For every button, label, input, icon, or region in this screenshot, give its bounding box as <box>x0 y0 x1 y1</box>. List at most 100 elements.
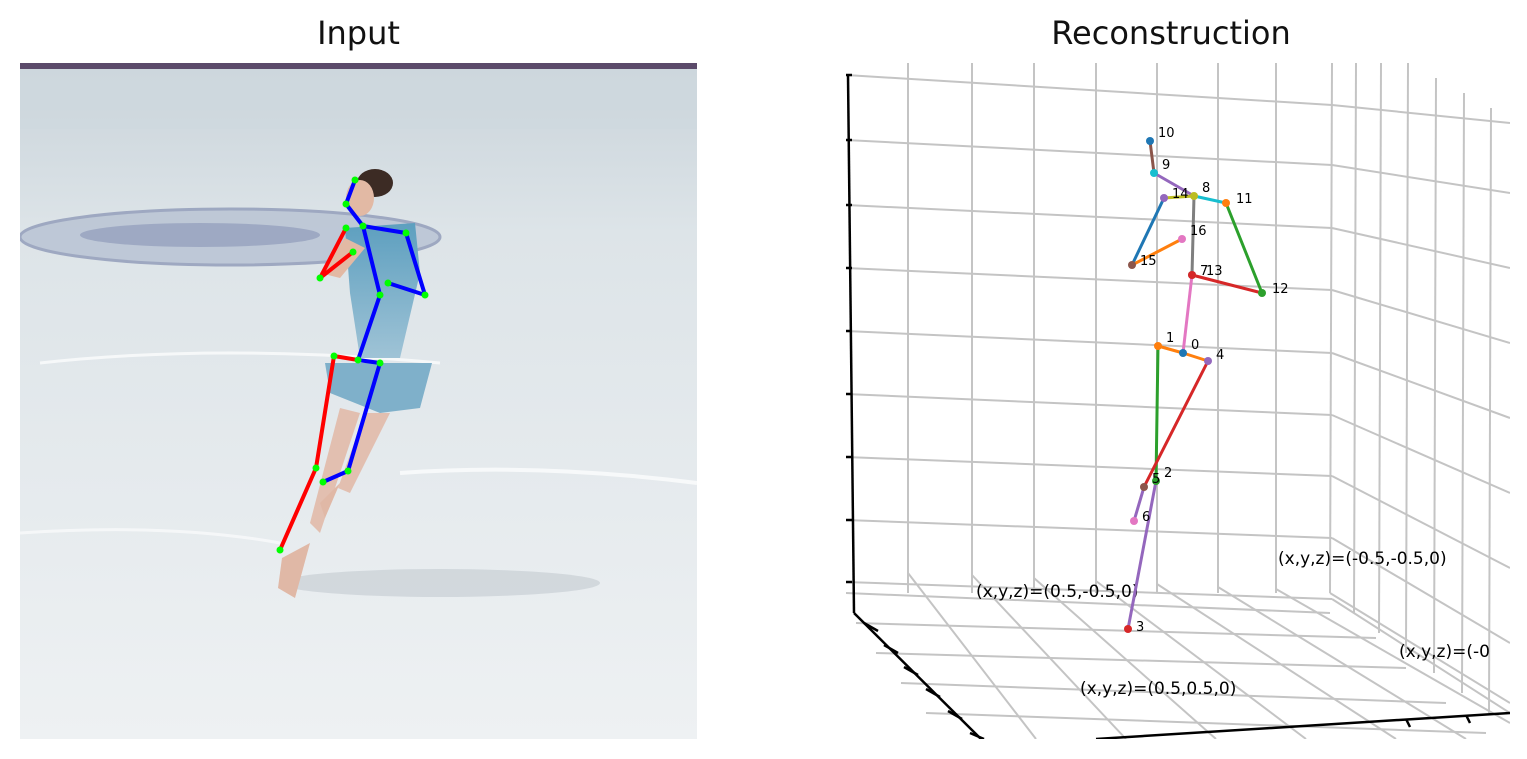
top-border-strip <box>20 63 697 69</box>
bone-4-5 <box>1142 359 1210 489</box>
joint-0 <box>1179 349 1187 357</box>
bone-neck <box>344 202 365 228</box>
input-image-canvas <box>20 63 697 739</box>
joint-label-0: 0 <box>1191 338 1199 353</box>
joint-15 <box>1128 261 1136 269</box>
bone-1-2 <box>1154 344 1160 483</box>
axes <box>846 74 1510 739</box>
joint-5 <box>1140 483 1148 491</box>
joint-label-15: 15 <box>1140 254 1157 269</box>
bone-12-13 <box>1190 273 1264 295</box>
bone-9-10 <box>1148 139 1156 175</box>
grid-right-wall <box>1331 63 1510 714</box>
bone-torso-upper <box>361 224 382 297</box>
joint-8 <box>1190 192 1198 200</box>
reconstruction-plot: (x,y,z)=(0.5,-0.5,0) (x,y,z)=(-0.5,-0.5,… <box>846 63 1510 739</box>
keypoint <box>402 229 410 237</box>
joint-label-3: 3 <box>1136 620 1144 635</box>
joint-6 <box>1130 517 1138 525</box>
rink-logo-inner <box>80 223 320 247</box>
joint-label-11: 11 <box>1236 192 1253 207</box>
bone-14-15 <box>1130 196 1166 267</box>
bone-torso-lower <box>356 293 382 362</box>
bone-0-4 <box>1181 351 1210 363</box>
joint-label-14: 14 <box>1172 187 1189 202</box>
x-axis-ticks <box>863 621 985 739</box>
joint-label-12: 12 <box>1272 282 1289 297</box>
bone-right-shin <box>321 469 350 484</box>
keypoint <box>349 248 357 256</box>
keypoint <box>276 546 284 554</box>
keypoint <box>376 291 384 299</box>
bone-2-3 <box>1126 479 1158 631</box>
keypoint <box>330 352 338 360</box>
joint-label-16: 16 <box>1190 224 1207 239</box>
skater <box>278 169 432 598</box>
bone-7-8 <box>1190 194 1196 277</box>
keypoint <box>351 176 359 184</box>
z-axis-ticks <box>846 73 852 584</box>
joint-10 <box>1146 137 1154 145</box>
keypoint <box>342 200 350 208</box>
bone-0-1 <box>1156 344 1185 355</box>
ice-scratch-2 <box>399 467 697 485</box>
joint-13 <box>1188 271 1196 279</box>
bone-8-11 <box>1192 194 1228 205</box>
joint-2 <box>1152 477 1160 485</box>
skeleton-bones <box>1126 139 1264 631</box>
keypoint <box>384 279 392 287</box>
joint-12 <box>1258 289 1266 297</box>
input-keypoints <box>276 176 429 554</box>
keypoint <box>421 291 429 299</box>
joint-label-10: 10 <box>1158 126 1175 141</box>
reconstruction-canvas: (x,y,z)=(0.5,-0.5,0) (x,y,z)=(-0.5,-0.5,… <box>846 63 1510 739</box>
bone-left-upper-arm <box>318 226 348 280</box>
input-image <box>20 63 697 739</box>
bone-left-forearm <box>318 250 355 280</box>
keypoint <box>359 222 367 230</box>
keypoint <box>312 464 320 472</box>
joint-label-8: 8 <box>1202 181 1210 196</box>
bone-8-14 <box>1162 194 1196 200</box>
joint-11 <box>1222 199 1230 207</box>
y-axis-ticks <box>1404 714 1472 728</box>
rink-wall <box>20 69 697 129</box>
skater-shadow <box>280 569 600 597</box>
corner-label-a: (x,y,z)=(0.5,-0.5,0) <box>976 582 1138 602</box>
x-axis <box>853 612 982 739</box>
corner-label-b: (x,y,z)=(-0.5,-0.5,0) <box>1278 549 1447 569</box>
bone-right-hip <box>356 358 382 365</box>
joint-label-7: 7 <box>1200 264 1208 279</box>
bone-15-16 <box>1130 237 1184 267</box>
keypoint <box>319 478 327 486</box>
ice-scratch-1 <box>39 351 441 365</box>
bone-left-shin <box>278 466 318 552</box>
reconstruction-title: Reconstruction <box>1051 14 1291 52</box>
keypoint <box>354 356 362 364</box>
joint-label-9: 9 <box>1162 158 1170 173</box>
joint-label-2: 2 <box>1164 466 1172 481</box>
keypoint <box>344 467 352 475</box>
input-title: Input <box>317 14 400 52</box>
bone-left-hip <box>332 354 360 362</box>
bone-11-12 <box>1224 201 1264 295</box>
corner-labels: (x,y,z)=(0.5,-0.5,0) (x,y,z)=(-0.5,-0.5,… <box>976 549 1490 699</box>
z-axis <box>846 74 856 614</box>
bone-right-upper-arm <box>404 231 427 297</box>
joint-3 <box>1124 625 1132 633</box>
joint-label-4: 4 <box>1216 348 1224 363</box>
bone-right-thigh <box>346 361 382 473</box>
bone-right-forearm <box>386 281 427 297</box>
ice-scratch-3 <box>20 528 281 545</box>
bone-0-7 <box>1181 273 1194 355</box>
keypoint <box>342 224 350 232</box>
joint-14 <box>1160 194 1168 202</box>
bone-8-9 <box>1152 171 1196 198</box>
joint-label-6: 6 <box>1142 510 1150 525</box>
joint-label-5: 5 <box>1152 472 1160 487</box>
input-skeleton-bones <box>278 178 427 552</box>
bone-head <box>344 178 357 206</box>
keypoint <box>376 359 384 367</box>
corner-label-c: (x,y,z)=(0.5,0.5,0) <box>1080 679 1236 699</box>
